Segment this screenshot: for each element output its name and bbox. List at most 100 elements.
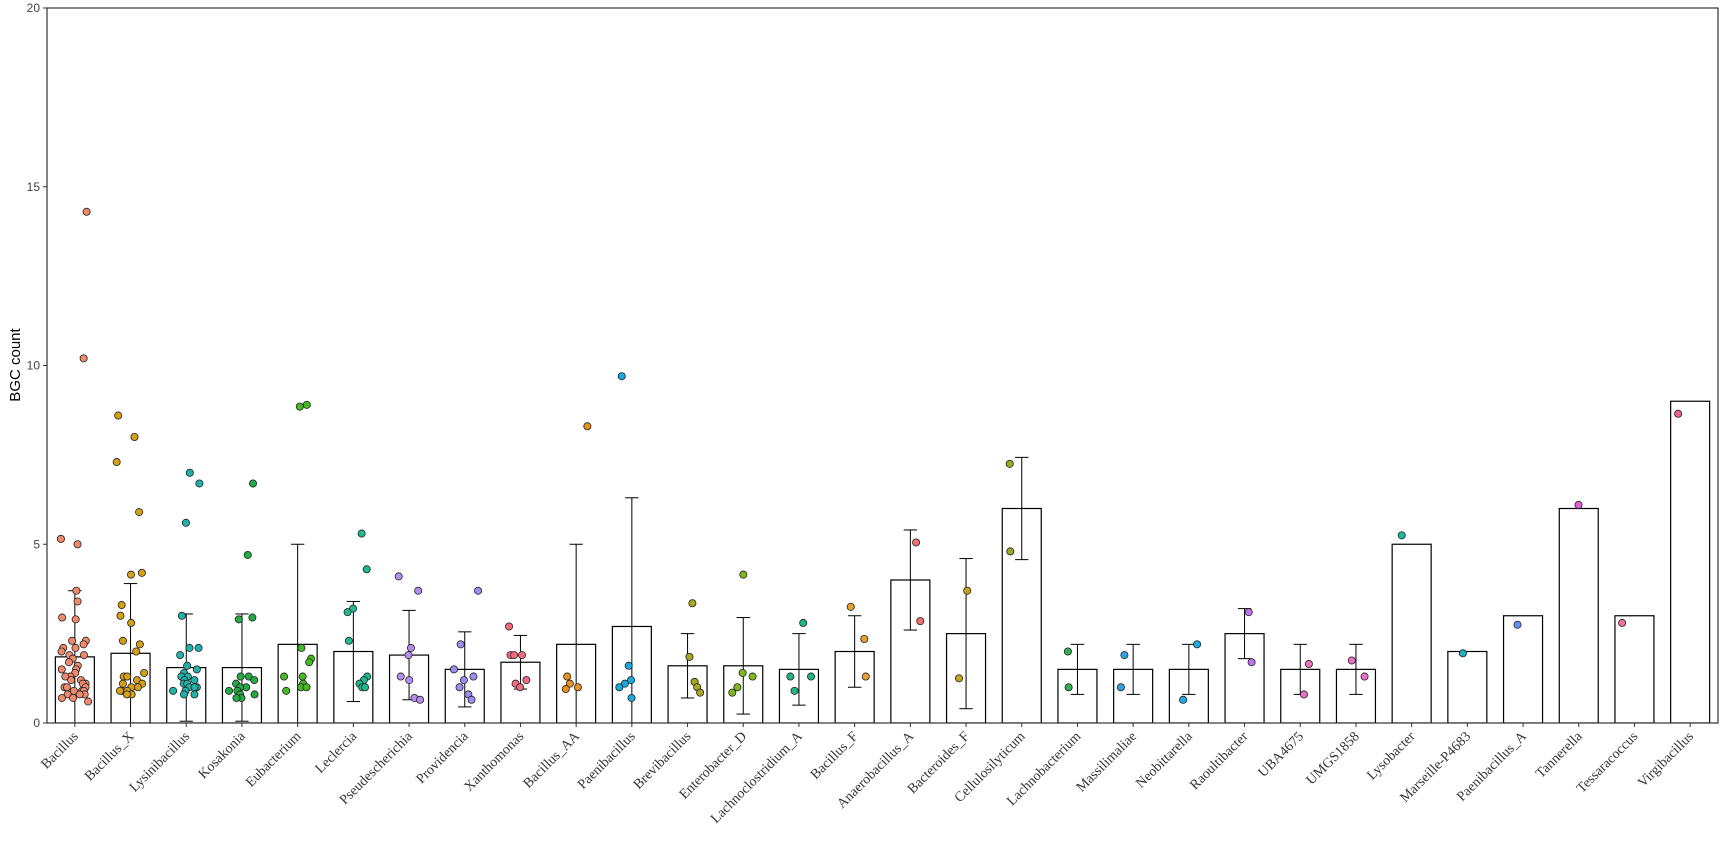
data-point xyxy=(177,611,186,620)
data-point xyxy=(916,617,925,626)
data-point xyxy=(563,672,572,681)
data-point xyxy=(250,690,259,699)
data-point xyxy=(459,676,468,685)
data-point xyxy=(620,679,629,688)
data-point xyxy=(1458,649,1467,658)
x-tick-label: Bacillus xyxy=(39,729,82,772)
data-point xyxy=(195,479,204,488)
data-point xyxy=(72,586,81,595)
x-tick-label: Providencia xyxy=(414,729,472,787)
data-point xyxy=(84,697,93,706)
y-tick-label: 20 xyxy=(27,1,41,15)
data-point xyxy=(302,400,311,409)
data-point xyxy=(305,658,314,667)
data-point xyxy=(298,672,307,681)
data-point xyxy=(57,665,66,674)
x-tick-label: Bacillus_F xyxy=(808,729,862,783)
data-point xyxy=(234,615,243,624)
data-point xyxy=(728,688,737,697)
data-point xyxy=(79,640,88,649)
data-point xyxy=(617,372,626,381)
data-point xyxy=(194,643,203,652)
data-point xyxy=(57,693,66,702)
error-bar xyxy=(346,600,361,703)
x-tick-label: UMGS1858 xyxy=(1304,729,1363,788)
data-point xyxy=(127,618,136,627)
error-bar xyxy=(1015,456,1029,561)
data-point xyxy=(71,643,80,652)
bar xyxy=(1502,615,1544,723)
data-point xyxy=(786,672,795,681)
data-point xyxy=(1247,658,1256,667)
data-point xyxy=(455,683,464,692)
x-tick-label: Massilimaliae xyxy=(1074,729,1140,795)
data-point xyxy=(414,586,423,595)
data-point xyxy=(180,690,189,699)
data-point xyxy=(561,685,570,694)
bar xyxy=(1558,507,1599,723)
data-point xyxy=(75,690,84,699)
data-point xyxy=(176,651,185,660)
data-point xyxy=(516,683,525,692)
data-point xyxy=(807,672,816,681)
data-point xyxy=(688,599,697,608)
data-point xyxy=(135,640,144,649)
data-point xyxy=(302,683,311,692)
data-point xyxy=(122,690,131,699)
error-bar xyxy=(123,583,138,723)
bar xyxy=(1614,615,1655,723)
data-point xyxy=(467,695,476,704)
data-point xyxy=(1574,500,1583,509)
data-point xyxy=(137,568,146,577)
data-point xyxy=(790,686,799,695)
data-point xyxy=(1116,683,1125,692)
bar xyxy=(1391,543,1432,723)
data-point xyxy=(615,683,624,692)
y-tick-label: 5 xyxy=(33,537,40,551)
data-point xyxy=(68,636,77,645)
data-point xyxy=(1064,683,1073,692)
x-tick-label: Eubacterium xyxy=(243,729,304,790)
x-tick-label: Paenibacillus xyxy=(575,729,638,792)
data-point xyxy=(243,550,252,559)
data-point xyxy=(505,622,514,631)
x-tick-label: Virgibacillus xyxy=(1635,729,1697,791)
x-tick-label: Lysobacter xyxy=(1364,729,1418,783)
data-point xyxy=(126,570,135,579)
x-tick-label: Xanthomonas xyxy=(462,729,528,795)
y-tick-label: 10 xyxy=(27,359,41,373)
data-point xyxy=(739,570,748,579)
data-point xyxy=(1063,647,1072,656)
data-point xyxy=(738,668,747,677)
data-point xyxy=(58,613,67,622)
error-bar xyxy=(569,543,583,723)
data-point xyxy=(1120,651,1129,660)
error-bar xyxy=(680,633,695,699)
y-axis-label: BGC count xyxy=(7,327,24,401)
data-point xyxy=(1244,608,1253,617)
data-point xyxy=(1299,690,1308,699)
data-point xyxy=(297,643,306,652)
data-point xyxy=(57,647,66,656)
data-point xyxy=(71,615,80,624)
data-point xyxy=(696,688,705,697)
data-point xyxy=(846,602,855,611)
data-point xyxy=(116,686,125,695)
data-point xyxy=(361,683,370,692)
data-point xyxy=(64,658,73,667)
data-point xyxy=(1005,459,1014,468)
x-tick-label: Raoultibacter xyxy=(1187,729,1251,793)
data-point xyxy=(232,693,241,702)
data-point xyxy=(912,538,921,547)
error-bar xyxy=(625,497,639,723)
data-point xyxy=(860,634,869,643)
data-point xyxy=(73,597,82,606)
data-point xyxy=(522,676,531,685)
data-point xyxy=(225,686,234,695)
data-point xyxy=(627,676,636,685)
data-point xyxy=(185,468,194,477)
data-point xyxy=(248,613,257,622)
data-point xyxy=(79,651,88,660)
data-point xyxy=(963,586,972,595)
